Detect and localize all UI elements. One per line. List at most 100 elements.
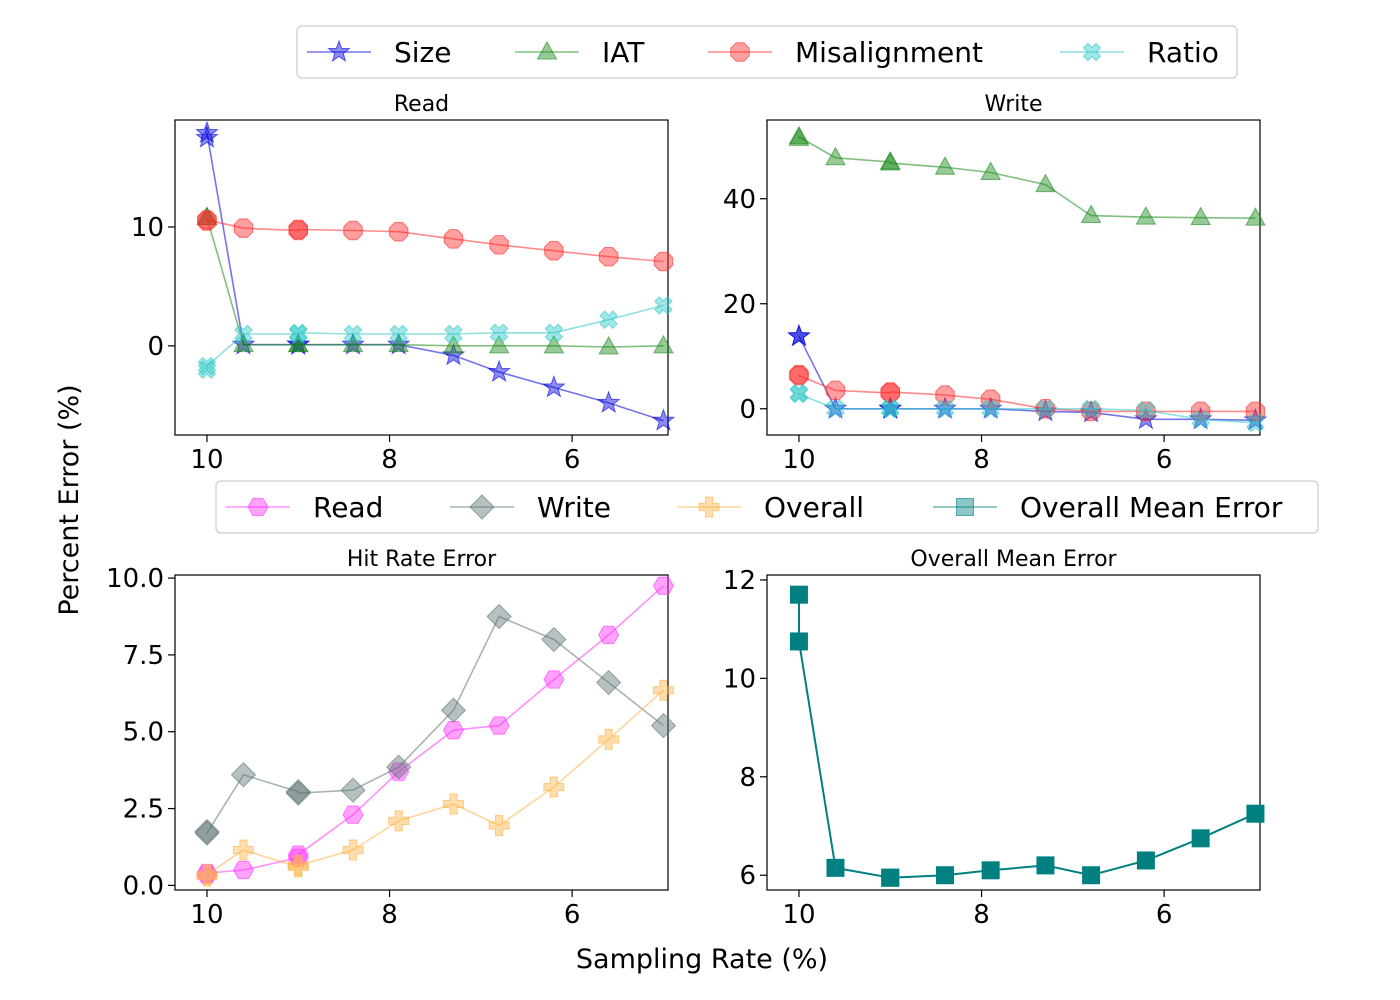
data-point <box>1191 829 1210 848</box>
series-line <box>798 135 1256 219</box>
data-point <box>195 125 219 148</box>
data-point <box>653 251 674 272</box>
y-tick-label: 10 <box>131 213 164 243</box>
legend-label: Overall Mean Error <box>1020 491 1283 524</box>
data-point <box>1036 856 1055 875</box>
data-point <box>488 814 510 836</box>
series-misalignment <box>789 364 1266 422</box>
data-point <box>285 780 311 806</box>
data-point <box>826 858 845 877</box>
panel-title: Overall Mean Error <box>910 547 1117 572</box>
data-point <box>1246 804 1265 823</box>
data-point <box>789 384 809 404</box>
data-point <box>598 246 619 267</box>
data-point <box>1245 401 1266 422</box>
series-iat <box>788 125 1266 226</box>
panel-title: Write <box>984 92 1042 117</box>
data-point <box>197 210 217 230</box>
data-point <box>789 632 808 651</box>
legend-frame <box>215 480 1319 534</box>
data-point <box>234 324 253 344</box>
data-point <box>342 333 364 353</box>
data-point <box>541 626 567 653</box>
y-tick-label: 2.5 <box>123 795 164 825</box>
y-tick-label: 8 <box>739 763 756 793</box>
series-ratio <box>197 296 673 379</box>
data-point <box>789 585 808 604</box>
data-point <box>788 125 810 145</box>
data-point <box>343 324 363 344</box>
legend-marker <box>1082 42 1102 62</box>
data-point <box>543 670 565 689</box>
legend-marker <box>698 496 720 518</box>
data-point <box>1136 400 1156 420</box>
data-point <box>444 324 463 344</box>
data-point <box>789 365 809 386</box>
legend-label: Ratio <box>1147 36 1219 69</box>
data-point <box>288 323 308 343</box>
data-point <box>196 864 218 886</box>
data-point <box>388 810 410 832</box>
data-point <box>488 334 510 354</box>
data-point <box>341 332 365 355</box>
data-point <box>598 336 620 355</box>
data-point <box>1135 206 1157 225</box>
y-tick-label: 6 <box>739 861 756 891</box>
legend-item: Write <box>450 491 611 524</box>
series-line <box>206 615 664 836</box>
chart-panel: Hit Rate Error 10 8 6 0.0 2.5 5.0 7.5 10.0 <box>106 547 677 930</box>
data-point <box>543 776 565 798</box>
data-point <box>1035 173 1056 193</box>
legend-label: Misalignment <box>795 36 983 69</box>
y-tick-label: 0 <box>147 332 164 362</box>
data-point <box>598 625 620 645</box>
y-tick-label: 0.0 <box>123 871 164 901</box>
data-point <box>443 229 464 249</box>
data-point <box>385 754 412 780</box>
y-tick-label: 10 <box>723 664 756 694</box>
legend-label: Read <box>313 491 383 524</box>
data-point <box>936 866 955 885</box>
data-point <box>652 679 674 701</box>
data-point <box>542 374 566 398</box>
data-point <box>488 716 510 735</box>
data-point <box>980 161 1002 180</box>
data-point <box>287 854 309 876</box>
data-point <box>879 150 901 170</box>
y-tick-label: 7.5 <box>123 641 164 671</box>
chart-panel: Read 10 8 6 0 10 <box>131 92 676 475</box>
legend-item: IAT <box>515 36 645 69</box>
legend-marker <box>730 42 750 62</box>
legend-label: IAT <box>602 36 645 69</box>
series-misalignment <box>197 210 674 272</box>
data-point <box>1245 207 1266 226</box>
x-tick-label: 6 <box>564 445 581 475</box>
legend-marker <box>469 494 495 520</box>
data-point <box>788 127 810 146</box>
panel-title: Read <box>394 92 449 117</box>
data-point <box>1081 399 1101 419</box>
data-point <box>787 323 811 347</box>
data-point <box>544 323 564 343</box>
data-point <box>825 146 846 166</box>
data-point <box>233 218 254 238</box>
x-tick-label: 8 <box>381 900 398 930</box>
data-point <box>487 359 511 383</box>
legend-item: Overall Mean Error <box>933 491 1283 524</box>
data-point <box>826 399 845 419</box>
x-tick-label: 8 <box>381 445 398 475</box>
data-point <box>543 334 565 354</box>
legend-top: Size IAT Misalignment Ratio <box>296 25 1238 79</box>
x-tick-label: 6 <box>1156 445 1173 475</box>
data-point <box>230 762 257 788</box>
data-point <box>1136 401 1156 422</box>
legend-item: Read <box>226 491 383 524</box>
series-line <box>206 217 664 348</box>
data-point <box>288 219 308 240</box>
legend-label: Overall <box>764 491 864 524</box>
data-point <box>652 576 675 595</box>
data-point <box>442 793 464 815</box>
axes-frame <box>766 574 1261 891</box>
data-point <box>654 296 673 315</box>
